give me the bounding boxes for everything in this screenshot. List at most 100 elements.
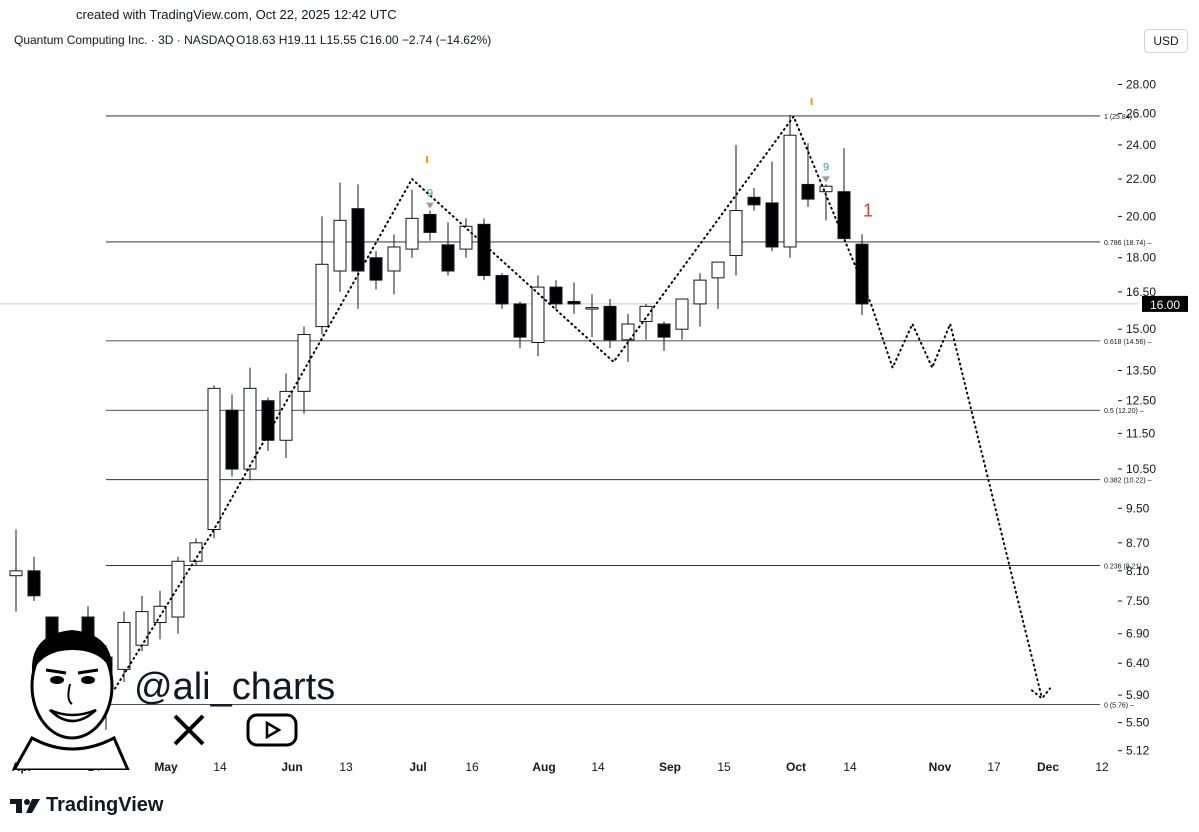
candle-body: [783, 134, 797, 248]
y-tick-label: 10.50: [1126, 462, 1156, 476]
y-tick-label: 15.00: [1126, 322, 1156, 336]
candle-body: [837, 191, 851, 240]
candle-body: [207, 387, 221, 531]
y-tick-label: 6.90: [1126, 627, 1150, 641]
candle-body: [639, 305, 653, 322]
candle-body: [711, 261, 725, 279]
candle-body: [225, 409, 239, 470]
td-nine-label: 9: [823, 161, 829, 173]
candle-body: [819, 185, 833, 193]
x-tick-label: 15: [717, 760, 731, 774]
candle-body: [801, 183, 815, 200]
candle-body: [657, 323, 671, 338]
signal-marker-icon: [810, 98, 813, 105]
fib-label: 0 (5.76) –: [1104, 703, 1134, 710]
y-tick-label: 28.00: [1126, 77, 1156, 91]
x-tick-label: Nov: [929, 760, 952, 774]
signal-marker-icon: [426, 156, 428, 163]
y-tick-label: 11.50: [1126, 426, 1155, 440]
y-tick-label: 5.12: [1126, 744, 1150, 758]
x-tick-label: Aug: [532, 760, 555, 774]
fib-label: 0.382 (10.22) –: [1104, 478, 1152, 485]
candle-body: [369, 257, 383, 281]
candle-body: [441, 244, 455, 272]
fib-label: 1 (25.84) –: [1104, 114, 1138, 121]
x-logo-icon[interactable]: [172, 713, 206, 747]
candle-body: [153, 605, 167, 623]
y-tick-label: 18.00: [1126, 251, 1156, 265]
x-tick-label: Sep: [659, 760, 681, 774]
last-price-label: 16.00: [1150, 298, 1180, 312]
td-nine-label: 9: [427, 188, 433, 200]
candle-body: [297, 333, 311, 392]
zigzag-arrowhead: [1031, 687, 1051, 700]
x-tick-label: 12: [1095, 760, 1109, 774]
x-tick-label: Oct: [786, 760, 806, 774]
candle-body: [855, 243, 869, 305]
annotation-layer: 9 9 1: [426, 98, 873, 220]
candle-body: [9, 570, 23, 577]
fib-label: 0.618 (14.56) –: [1104, 339, 1152, 346]
y-tick-label: 7.50: [1126, 594, 1150, 608]
y-tick-label: 8.70: [1126, 536, 1150, 550]
candle-body: [765, 202, 779, 248]
x-tick-label: Jul: [409, 760, 426, 774]
last-price-tag: [1142, 295, 1188, 312]
x-tick-label: 14: [843, 760, 857, 774]
candle-body: [171, 560, 185, 618]
x-tick-label: 16: [465, 760, 479, 774]
y-tick-label: 13.50: [1126, 364, 1156, 378]
candle-body: [675, 298, 689, 330]
zigzag-projection-layer: [114, 114, 1051, 700]
candle-body: [693, 279, 707, 305]
fib-label: 0.236 (8.21) –: [1104, 564, 1148, 571]
candle-body: [567, 300, 581, 305]
zigzag-path: [114, 114, 1043, 700]
y-tick-label: 20.00: [1126, 209, 1156, 223]
candle-body: [189, 542, 203, 562]
candle-body: [261, 400, 275, 441]
y-tick-label: 26.00: [1126, 107, 1156, 121]
candle-body: [729, 210, 743, 257]
y-tick-label: 9.50: [1126, 501, 1150, 515]
candle-body: [747, 196, 761, 206]
candle-body: [621, 323, 635, 341]
x-tick-label: May: [154, 760, 178, 774]
candle-body: [405, 217, 419, 250]
candle-body: [279, 390, 293, 441]
candle-body: [315, 263, 329, 328]
candle-body: [135, 611, 149, 646]
x-tick-label: 17: [987, 760, 1001, 774]
fib-retracement-layer: 1 (25.84) – 0.786 (18.74) – 0.618 (14.56) …: [0, 114, 1152, 710]
candle-body: [387, 246, 401, 272]
x-tick-label: Jun: [281, 760, 302, 774]
candle-body: [243, 387, 257, 470]
x-tick-label: 14: [591, 760, 605, 774]
candle-body: [477, 223, 491, 277]
candle-body: [117, 621, 131, 670]
candle-body: [27, 570, 41, 597]
x-tick-label: Dec: [1037, 760, 1059, 774]
currency-button[interactable]: USD: [1144, 29, 1188, 53]
candles-layer: [9, 115, 869, 730]
social-links: [172, 712, 298, 748]
candle-body: [531, 286, 545, 344]
candle-body: [603, 305, 617, 341]
tradingview-footer: TradingView: [10, 794, 163, 817]
candle-body: [423, 213, 437, 233]
y-tick-label: 6.40: [1126, 656, 1150, 670]
tradingview-logo-icon: [10, 798, 40, 813]
youtube-icon[interactable]: [246, 712, 298, 748]
y-tick-label: 22.00: [1126, 172, 1156, 186]
y-tick-label: 8.10: [1126, 564, 1150, 578]
candle-body: [459, 225, 473, 250]
candle-body: [333, 219, 347, 272]
td-one-label: 1: [863, 200, 873, 220]
created-caption: created with TradingView.com, Oct 22, 20…: [76, 7, 397, 22]
x-tick-label: 13: [339, 760, 353, 774]
y-tick-label: 24.00: [1126, 138, 1156, 152]
td-down-arrow-icon: [822, 176, 830, 183]
candle-body: [495, 275, 509, 305]
y-tick-label: 12.50: [1126, 394, 1156, 408]
